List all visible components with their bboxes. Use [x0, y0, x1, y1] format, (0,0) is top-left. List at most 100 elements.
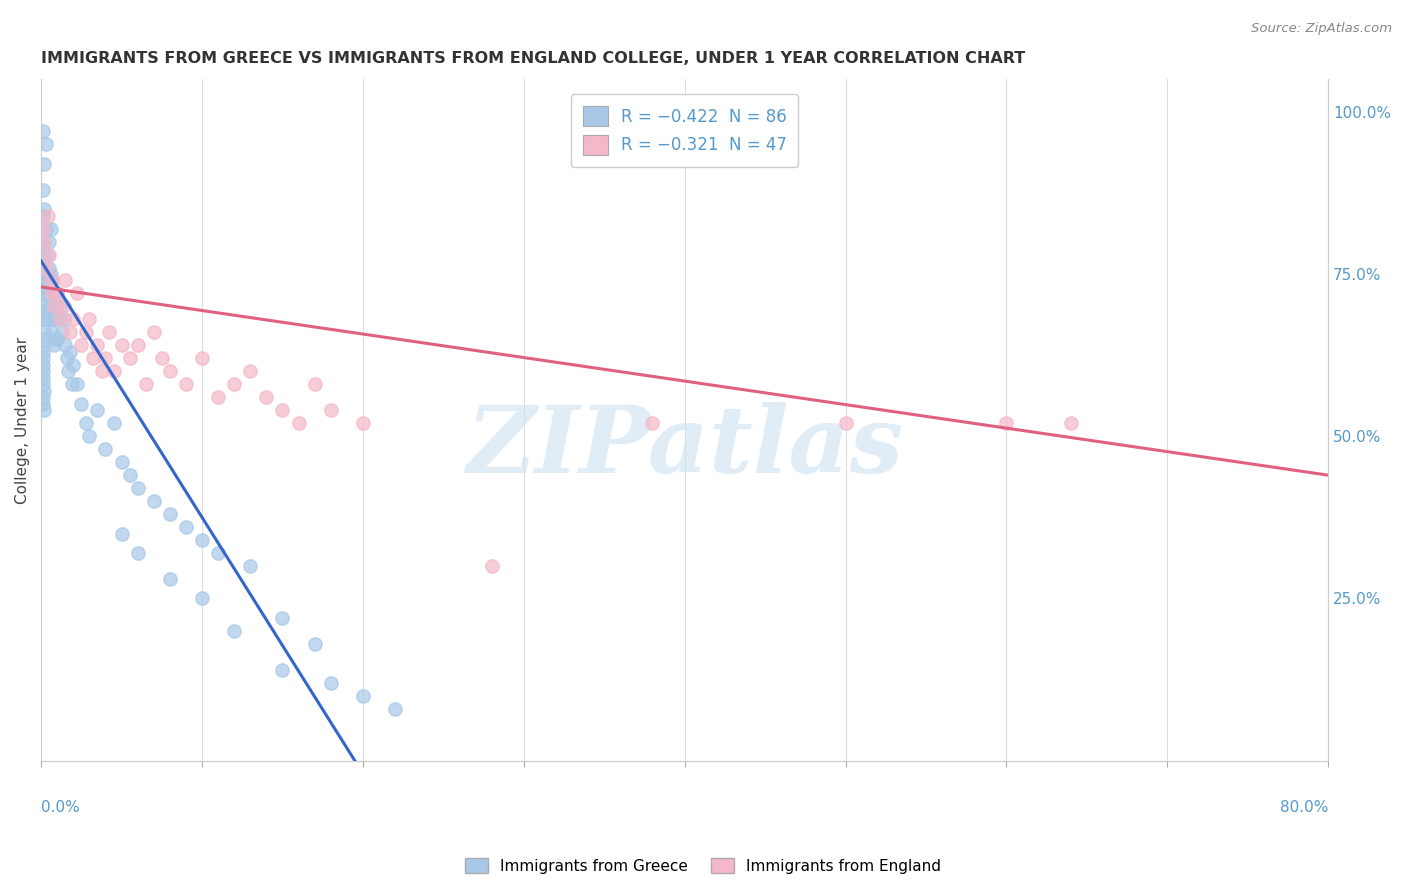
Point	[352, 416, 374, 430]
Point	[31, 183, 53, 197]
Point	[127, 481, 149, 495]
Point	[94, 351, 117, 366]
Point	[271, 611, 294, 625]
Point	[127, 338, 149, 352]
Point	[995, 416, 1018, 430]
Point	[159, 364, 181, 378]
Point	[31, 332, 53, 346]
Point	[94, 442, 117, 457]
Point	[42, 312, 65, 326]
Point	[254, 390, 277, 404]
Point	[319, 403, 342, 417]
Point	[127, 546, 149, 560]
Point	[53, 273, 76, 287]
Point	[174, 520, 197, 534]
Point	[34, 338, 56, 352]
Point	[31, 390, 53, 404]
Text: 0.0%: 0.0%	[41, 799, 80, 814]
Point	[75, 326, 97, 340]
Point	[271, 403, 294, 417]
Point	[35, 260, 58, 275]
Point	[271, 663, 294, 677]
Point	[191, 591, 214, 606]
Point	[82, 351, 104, 366]
Point	[159, 507, 181, 521]
Point	[41, 273, 63, 287]
Point	[65, 377, 87, 392]
Point	[51, 326, 73, 340]
Point	[52, 300, 75, 314]
Point	[150, 351, 173, 366]
Point	[35, 286, 58, 301]
Point	[39, 267, 62, 281]
Point	[834, 416, 856, 430]
Point	[191, 533, 214, 547]
Point	[39, 312, 62, 326]
Point	[224, 624, 246, 638]
Text: ZIPatlas: ZIPatlas	[467, 402, 903, 492]
Point	[207, 546, 229, 560]
Point	[62, 358, 84, 372]
Point	[53, 338, 76, 352]
Point	[34, 300, 56, 314]
Point	[35, 137, 58, 152]
Point	[118, 468, 141, 483]
Point	[35, 312, 58, 326]
Point	[34, 202, 56, 216]
Point	[52, 312, 75, 326]
Point	[39, 273, 62, 287]
Point	[31, 124, 53, 138]
Point	[45, 332, 67, 346]
Point	[34, 235, 56, 249]
Point	[46, 332, 69, 346]
Point	[65, 286, 87, 301]
Point	[39, 221, 62, 235]
Point	[38, 235, 60, 249]
Point	[41, 300, 63, 314]
Point	[103, 416, 125, 430]
Point	[135, 377, 157, 392]
Point	[42, 300, 65, 314]
Point	[35, 221, 58, 235]
Point	[38, 300, 60, 314]
Point	[191, 351, 214, 366]
Point	[34, 384, 56, 398]
Point	[31, 280, 53, 294]
Point	[46, 286, 69, 301]
Point	[31, 312, 53, 326]
Point	[304, 637, 326, 651]
Point	[239, 364, 262, 378]
Point	[79, 312, 101, 326]
Point	[37, 209, 59, 223]
Point	[41, 326, 63, 340]
Point	[38, 260, 60, 275]
Point	[481, 559, 503, 574]
Point	[59, 344, 82, 359]
Point	[31, 221, 53, 235]
Point	[34, 157, 56, 171]
Point	[224, 377, 246, 392]
Point	[46, 286, 69, 301]
Point	[59, 326, 82, 340]
Point	[1060, 416, 1083, 430]
Point	[42, 286, 65, 301]
Point	[91, 364, 114, 378]
Point	[110, 455, 132, 469]
Point	[34, 326, 56, 340]
Y-axis label: College, Under 1 year: College, Under 1 year	[15, 336, 30, 504]
Point	[58, 364, 80, 378]
Text: Source: ZipAtlas.com: Source: ZipAtlas.com	[1251, 22, 1392, 36]
Point	[70, 397, 93, 411]
Point	[37, 273, 59, 287]
Point	[31, 260, 53, 275]
Point	[641, 416, 664, 430]
Point	[110, 338, 132, 352]
Point	[86, 338, 108, 352]
Point	[142, 494, 165, 508]
Point	[97, 326, 120, 340]
Point	[37, 247, 59, 261]
Text: IMMIGRANTS FROM GREECE VS IMMIGRANTS FROM ENGLAND COLLEGE, UNDER 1 YEAR CORRELAT: IMMIGRANTS FROM GREECE VS IMMIGRANTS FRO…	[41, 51, 1025, 66]
Point	[159, 572, 181, 586]
Point	[31, 286, 53, 301]
Point	[207, 390, 229, 404]
